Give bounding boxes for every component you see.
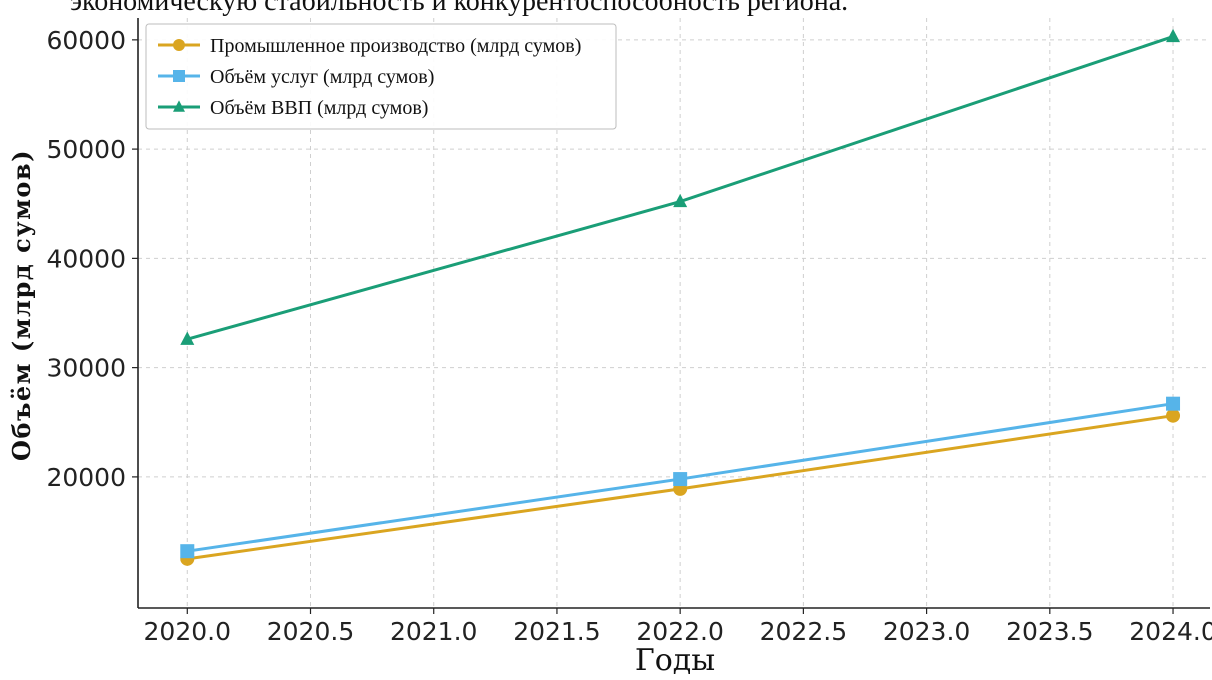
- series-2: [180, 28, 1181, 345]
- legend-swatch-marker: [173, 39, 185, 51]
- x-tick-label: 2024.0: [1129, 617, 1212, 646]
- y-tick-label: 30000: [46, 354, 126, 383]
- x-tick-label: 2021.5: [513, 617, 600, 646]
- x-tick-label: 2023.5: [1006, 617, 1093, 646]
- data-point: [1166, 408, 1181, 423]
- x-tick-label: 2023.0: [883, 617, 970, 646]
- y-axis-title: Объём (млрд сумов): [7, 149, 36, 461]
- y-tick-label: 50000: [46, 135, 126, 164]
- cropped-top-text: экономическую стабильность и конкурентос…: [70, 0, 848, 17]
- x-axis-title: Годы: [635, 643, 715, 675]
- series-1: [180, 396, 1181, 559]
- legend-box: [145, 23, 617, 130]
- y-tick-label: 20000: [46, 463, 126, 492]
- series-0: [180, 408, 1181, 566]
- data-point: [1166, 396, 1181, 411]
- legend-label: Объём ВВП (млрд сумов): [210, 97, 428, 119]
- series-lines: [180, 28, 1181, 566]
- legend-swatch-marker: [173, 70, 185, 82]
- y-tick-label: 40000: [46, 244, 126, 273]
- data-point: [673, 193, 688, 208]
- y-tick-label: 60000: [46, 26, 126, 55]
- data-point: [673, 472, 688, 487]
- legend-label: Объём услуг (млрд сумов): [210, 66, 434, 88]
- axes: [132, 18, 1210, 614]
- legend-swatch-marker: [173, 100, 185, 112]
- data-point: [180, 544, 195, 559]
- tick-labels: 2020.0 2020.5 2021.0 2021.5 2022.0 2022.5 2023…: [46, 26, 1212, 646]
- x-tick-label: 2020.5: [267, 617, 354, 646]
- x-tick-label: 2022.5: [760, 617, 847, 646]
- data-point: [180, 331, 195, 345]
- data-point: [1166, 28, 1181, 43]
- legend-label: Промышленное производство (млрд сумов): [210, 35, 581, 57]
- legend: Промышленное производство (млрд сумов) Об…: [145, 23, 617, 130]
- x-tick-label: 2020.0: [144, 617, 231, 646]
- x-tick-label: 2021.0: [390, 617, 477, 646]
- x-tick-label: 2022.0: [636, 617, 723, 646]
